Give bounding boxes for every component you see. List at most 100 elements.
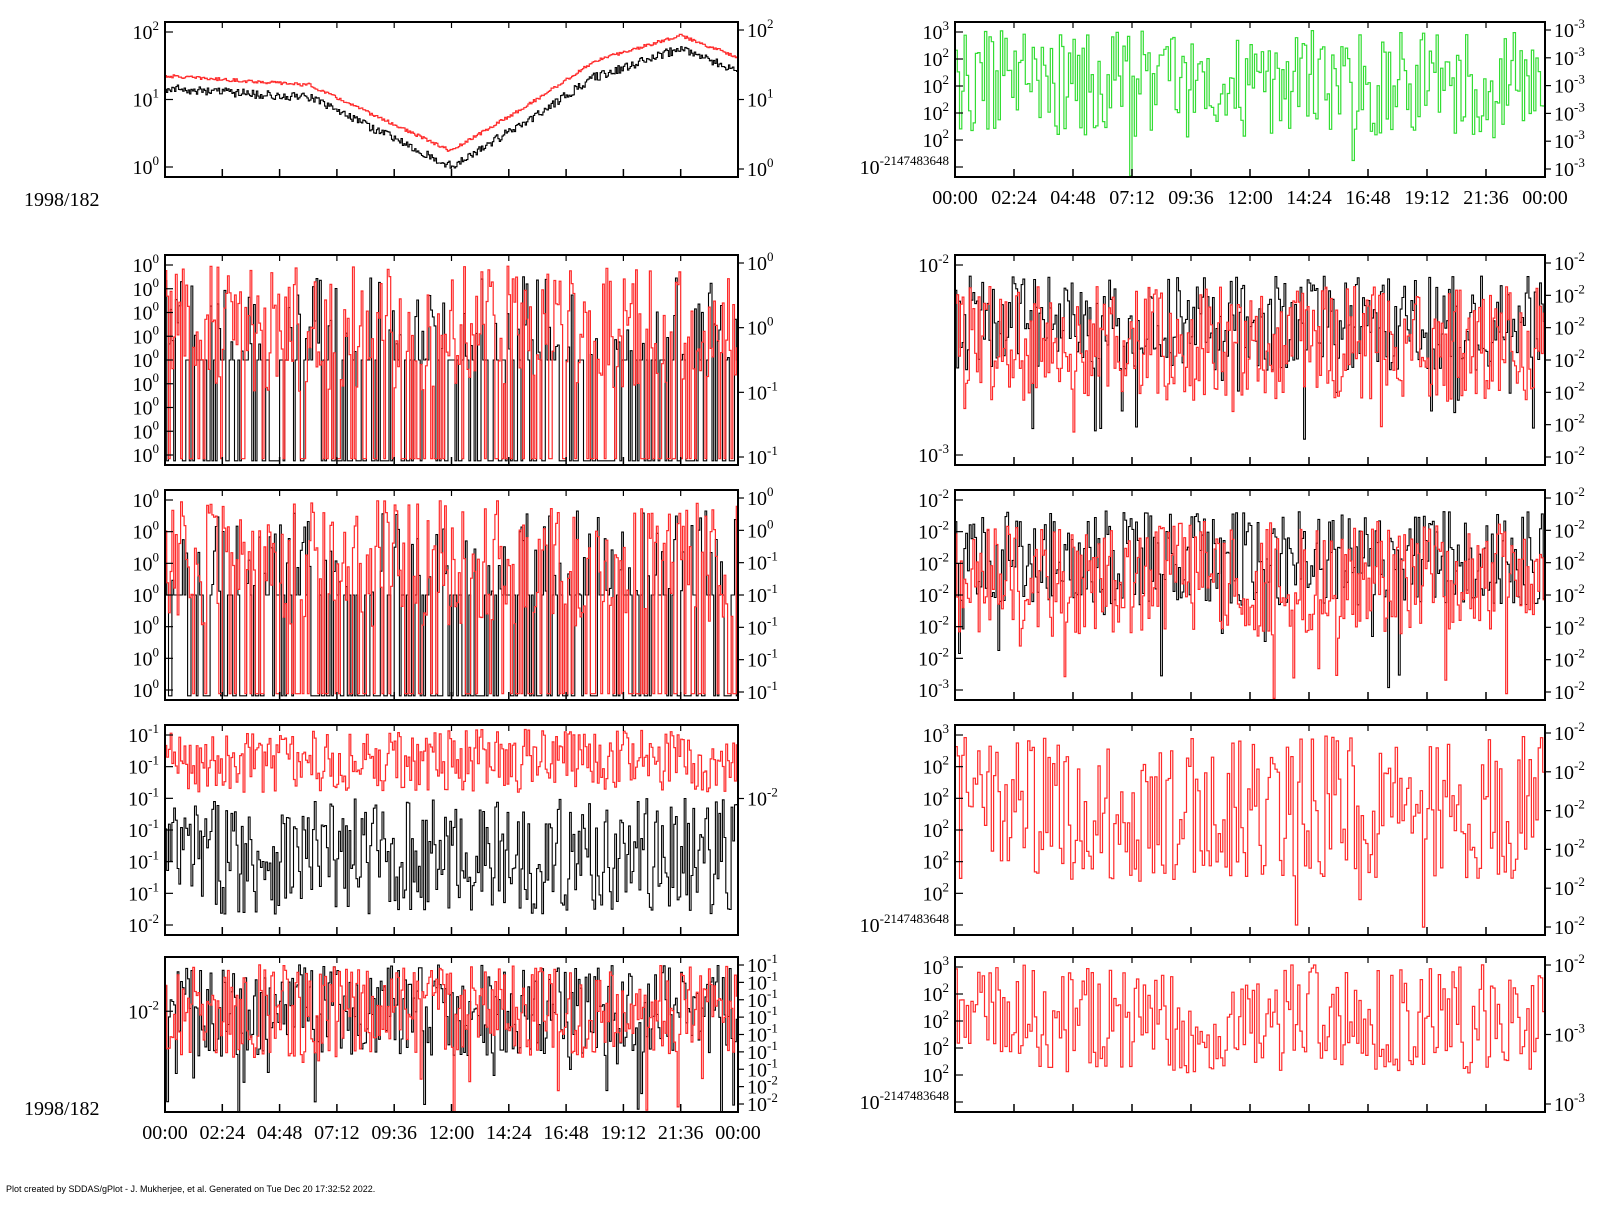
y-tick-label-right: 10-1 [747,581,778,607]
y-tick-label-right: 10-2 [1554,516,1585,542]
y-tick-label-left: 10-3 [918,441,949,467]
x-tick-label: 12:00 [429,1122,475,1144]
y-tick-label-right: 10-3 [1554,72,1585,98]
x-tick-label: 04:48 [257,1122,303,1144]
x-tick-label: 00:00 [142,1122,188,1144]
footer-credit: Plot created by SDDAS/gPlot - J. Mukherj… [6,1184,376,1194]
y-tick-label-right: 10-2 [1554,835,1585,861]
y-tick-label-left: 102 [923,126,950,152]
y-tick-label-right: 10-2 [1554,678,1585,704]
y-tick-label-left: 100 [133,299,160,325]
y-tick-label-left: 102 [923,753,950,779]
y-tick-label-right: 10-1 [747,443,778,469]
y-tick-label-right: 10-2 [1554,411,1585,437]
y-tick-label-left: 102 [923,72,950,98]
panel-right-4: 103 102 102 102 102 102 10-2147483648 10-2 10-2 1… [860,719,1585,939]
y-tick-label-left: 10-2147483648 [860,911,949,937]
y-tick-label-right: 10-2 [1554,443,1585,469]
y-tick-label-left: 100 [133,346,160,372]
y-tick-label-left: 100 [133,676,160,702]
x-tick-label: 21:36 [658,1122,704,1144]
y-tick-label-left: 10-2 [918,251,949,277]
y-tick-label-left: 100 [133,275,160,301]
x-tick-label: 07:12 [1109,187,1155,209]
y-tick-label-left: 10-2 [918,581,949,607]
y-tick-label-left: 10-1 [128,753,159,779]
y-tick-label-left: 10-1 [128,848,159,874]
y-tick-label-right: 100 [747,484,774,510]
y-tick-label-right: 10-1 [747,1038,778,1064]
x-tick-label: 19:12 [1404,187,1450,209]
y-tick-label-left: 100 [133,322,160,348]
x-tick-label: 07:12 [314,1122,360,1144]
x-tick-label: 09:36 [1168,187,1214,209]
y-tick-label-left: 102 [923,879,950,905]
y-tick-label-right: 10-2 [1554,281,1585,307]
x-tick-label: 19:12 [601,1122,647,1144]
y-tick-label-left: 101 [133,86,160,112]
series-red-line [955,964,1545,1074]
y-tick-label-right: 10-2 [1554,646,1585,672]
y-tick-label-right: 10-2 [1554,249,1585,275]
y-tick-label-left: 10-2147483648 [860,1088,949,1114]
y-tick-label-right: 10-1 [747,1021,778,1047]
series-red-line [165,265,738,460]
panel-left-4: 10-1 10-1 10-1 10-1 10-1 10-1 10-2 10-2 [128,721,778,937]
panel-left-3: 100 100 100 100 100 100 100 100 100 10-1 10-1 10-1 1… [133,484,778,704]
y-tick-label-left: 100 [133,644,160,670]
y-tick-label-right: 10-3 [1554,44,1585,70]
series-black-line [165,46,738,169]
y-tick-label-right: 10-3 [1554,1021,1585,1047]
y-tick-label-right: 10-2 [1554,613,1585,639]
series-green-line [955,30,1545,177]
y-tick-label-right: 10-2 [747,785,778,811]
series-red-line [955,735,1545,928]
y-tick-label-right: 10-3 [1554,99,1585,125]
plot-frame [954,254,1546,466]
y-tick-label-right: 100 [747,155,774,181]
y-tick-label-left: 102 [923,980,950,1006]
y-tick-label-left: 102 [923,45,950,71]
plot-frame [954,489,1546,701]
x-tick-label: 02:24 [200,1122,246,1144]
y-tick-label-left: 10-1 [128,816,159,842]
date-label-top: 1998/182 [24,189,100,211]
y-tick-label-left: 100 [133,486,160,512]
y-tick-label-right: 10-1 [747,613,778,639]
y-tick-label-right: 10-2 [1554,581,1585,607]
y-tick-label-left: 100 [133,613,160,639]
panel-left-5: 10-210-110-110-110-110-110-110-110-210-2… [128,951,778,1144]
series-black-line [165,797,738,915]
y-tick-label-left: 102 [133,18,160,44]
y-tick-label-right: 10-2 [1554,346,1585,372]
x-tick-label: 00:00 [1522,187,1568,209]
panel-left-1: 102 101 100 102 101 100 [133,16,774,181]
y-tick-label-right: 10-1 [747,951,778,977]
panel-right-2: 10-2 10-3 10-2 10-2 10-2 10-2 10-2 10-2 10-2 [918,249,1585,469]
x-tick-label: 16:48 [543,1122,589,1144]
y-tick-label-right: 10-1 [747,378,778,404]
y-tick-label-left: 100 [133,153,160,179]
series-black-line [165,276,738,462]
y-tick-label-left: 103 [923,18,950,44]
x-tick-label: 16:48 [1345,187,1391,209]
y-tick-label-left: 10-2 [128,997,159,1023]
y-tick-label-left: 10-2 [918,644,949,670]
x-tick-label: 12:00 [1227,187,1273,209]
y-tick-label-left: 10-1 [128,784,159,810]
y-tick-label-left: 102 [923,784,950,810]
y-tick-label-left: 100 [133,370,160,396]
y-tick-label-right: 10-2 [1554,484,1585,510]
y-tick-label-right: 10-1 [747,968,778,994]
y-tick-label-left: 102 [923,848,950,874]
y-tick-label-right: 10-2 [1554,951,1585,977]
series-red-line [165,500,738,695]
y-tick-label-right: 10-2 [1554,549,1585,575]
date-label-bottom: 1998/182 [24,1098,100,1120]
y-tick-label-right: 10-1 [747,1055,778,1081]
y-tick-label-left: 102 [923,1007,950,1033]
panel-left-2: 10010010010010010010010010010010010-110-… [133,249,778,469]
y-tick-label-right: 10-3 [1554,1090,1585,1116]
